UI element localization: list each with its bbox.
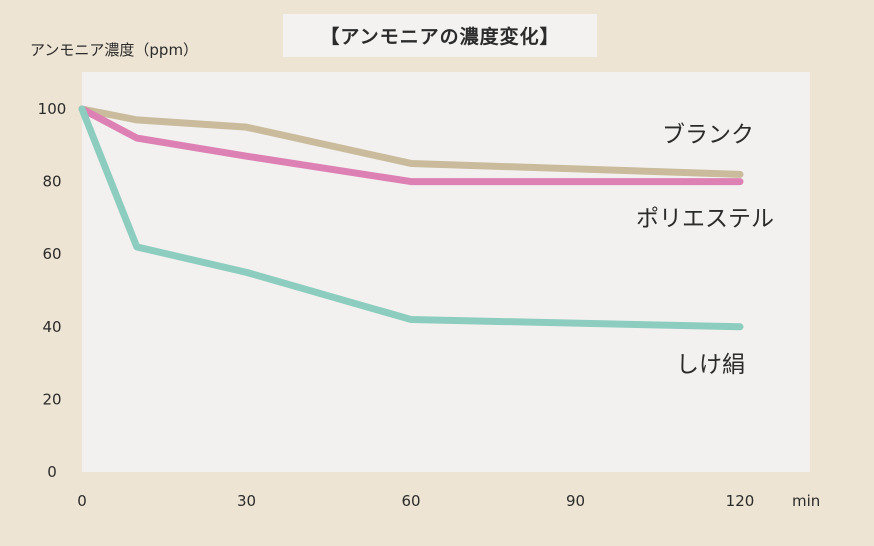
- x-axis-unit-label: min: [792, 492, 820, 510]
- y-tick-label: 60: [42, 245, 61, 263]
- series-label: ブランク: [662, 122, 754, 148]
- series-line-0: [78, 105, 744, 178]
- x-tick-label: 0: [77, 492, 87, 510]
- x-tick-label: 120: [726, 492, 755, 510]
- y-tick-label: 100: [38, 100, 67, 118]
- y-tick-label: 80: [42, 173, 61, 191]
- chart-title: 【アンモニアの濃度変化】: [283, 14, 597, 57]
- plot-area: [82, 72, 810, 472]
- y-axis-label: アンモニア濃度（ppm）: [30, 41, 198, 59]
- y-tick-label: 0: [47, 463, 57, 481]
- y-tick-label: 20: [42, 390, 61, 408]
- x-tick-label: 30: [237, 492, 256, 510]
- series-label: しけ絹: [676, 352, 745, 378]
- y-tick-label: 40: [42, 318, 61, 336]
- series-line-2: [78, 105, 744, 331]
- series-label: ポリエステル: [636, 206, 774, 232]
- x-tick-label: 60: [401, 492, 420, 510]
- series-line-1: [78, 105, 744, 186]
- x-tick-label: 90: [566, 492, 585, 510]
